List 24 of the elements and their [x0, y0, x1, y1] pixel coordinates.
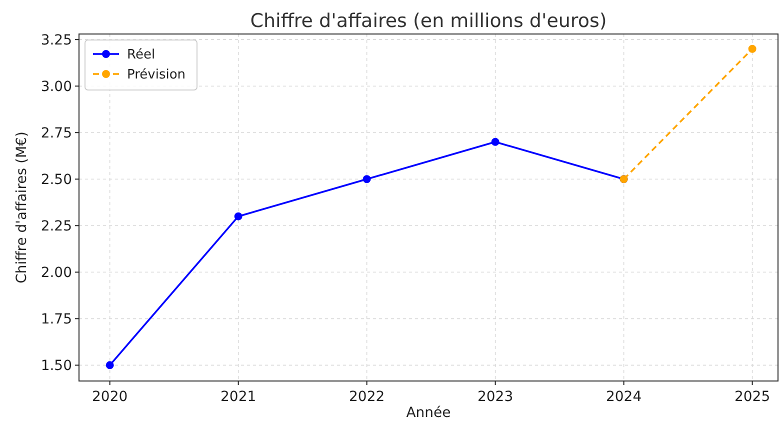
x-tick-label: 2020: [92, 389, 128, 405]
x-tick-label: 2022: [349, 389, 385, 405]
x-tick-label: 2021: [220, 389, 256, 405]
y-tick-label: 1.50: [40, 358, 72, 374]
y-tick-label: 2.75: [40, 126, 72, 142]
point: [491, 138, 500, 146]
legend-label: Prévision: [127, 68, 186, 83]
point: [362, 175, 371, 184]
y-axis-title: Chiffre d'affaires (M€): [14, 132, 30, 284]
y-tick-label: 1.75: [40, 312, 72, 328]
x-axis-title: Année: [406, 405, 451, 421]
point: [234, 212, 242, 220]
y-tick-label: 2.00: [40, 265, 72, 282]
y-tick-label: 2.25: [40, 218, 72, 235]
x-tick-label: 2024: [606, 389, 642, 405]
y-tick-label: 2.50: [40, 172, 72, 188]
y-tick-label: 3.00: [40, 78, 72, 95]
y-tick-label: 3.25: [40, 32, 72, 48]
x-tick-label: 2025: [734, 389, 770, 405]
chart-title: Chiffre d'affaires (en millions d'euros): [250, 10, 607, 32]
legend-label: Réel: [127, 48, 156, 63]
point: [106, 361, 114, 370]
x-tick-label: 2023: [477, 389, 514, 405]
point: [748, 44, 756, 53]
